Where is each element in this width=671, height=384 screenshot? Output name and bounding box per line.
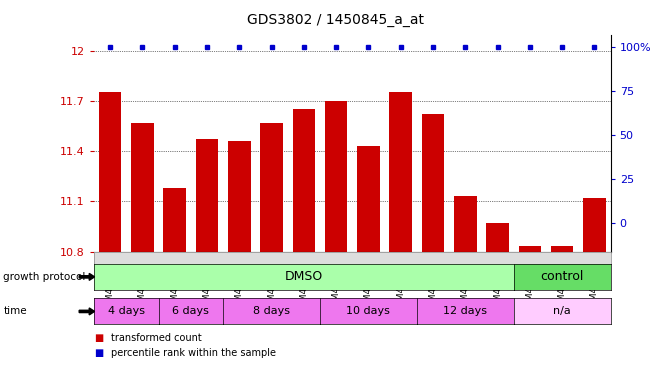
Bar (486, 223, 509, 252)
Text: ■: ■ (94, 333, 103, 343)
Bar (131, 122, 154, 252)
Text: GDS3802 / 1450845_a_at: GDS3802 / 1450845_a_at (247, 13, 424, 27)
Bar (293, 109, 315, 252)
Text: DMSO: DMSO (285, 270, 323, 283)
Bar (551, 247, 574, 252)
Text: time: time (3, 306, 27, 316)
Bar (454, 196, 476, 252)
Text: growth protocol: growth protocol (3, 272, 86, 282)
Text: 4 days: 4 days (108, 306, 145, 316)
Bar (583, 198, 606, 252)
Text: control: control (540, 270, 584, 283)
Bar (325, 101, 348, 252)
Bar (260, 122, 283, 252)
Bar (99, 93, 121, 252)
Bar (228, 141, 250, 252)
Text: ■: ■ (94, 348, 103, 358)
Text: percentile rank within the sample: percentile rank within the sample (111, 348, 276, 358)
Bar (519, 247, 541, 252)
Text: 8 days: 8 days (253, 306, 290, 316)
Text: 12 days: 12 days (444, 306, 487, 316)
Bar (163, 188, 186, 252)
Text: 10 days: 10 days (346, 306, 391, 316)
Text: n/a: n/a (554, 306, 571, 316)
Text: 6 days: 6 days (172, 306, 209, 316)
Bar (421, 114, 444, 252)
Bar (357, 146, 380, 252)
Text: transformed count: transformed count (111, 333, 201, 343)
Bar (196, 139, 218, 252)
Bar (389, 93, 412, 252)
